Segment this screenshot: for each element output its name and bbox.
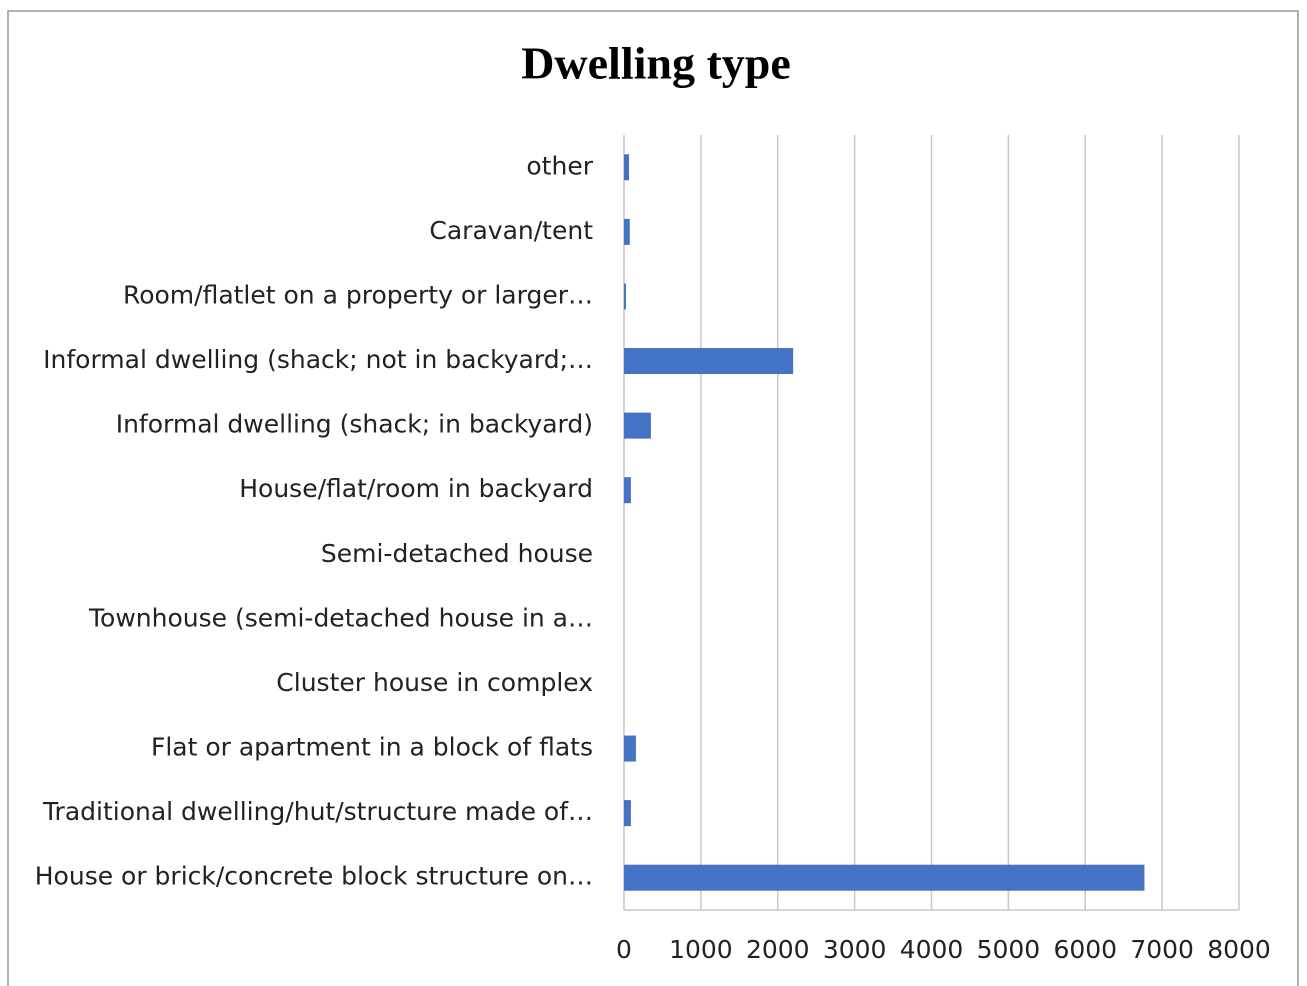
y-tick-label: House/flat/room in backyard bbox=[239, 474, 593, 503]
bar bbox=[624, 218, 630, 245]
x-tick-label: 2000 bbox=[746, 935, 810, 964]
y-tick-label: Flat or apartment in a block of flats bbox=[151, 733, 593, 762]
y-tick-label: Semi-detached house bbox=[321, 539, 593, 568]
y-tick-label: Caravan/tent bbox=[429, 216, 593, 245]
x-tick-label: 4000 bbox=[900, 935, 964, 964]
bar bbox=[624, 348, 794, 375]
x-tick-label: 6000 bbox=[1053, 935, 1117, 964]
y-tick-label: Cluster house in complex bbox=[276, 668, 593, 697]
x-tick-label: 3000 bbox=[823, 935, 887, 964]
x-tick-label: 8000 bbox=[1207, 935, 1271, 964]
bar bbox=[624, 477, 631, 504]
y-tick-label: Townhouse (semi-detached house in a… bbox=[88, 603, 593, 632]
y-tick-label: Informal dwelling (shack; not in backyar… bbox=[43, 345, 593, 374]
y-tick-label: House or brick/concrete block structure … bbox=[35, 862, 593, 891]
y-tick-label: Informal dwelling (shack; in backyard) bbox=[116, 410, 593, 439]
x-tick-label: 0 bbox=[616, 935, 632, 964]
bar bbox=[624, 283, 626, 310]
y-tick-label: other bbox=[526, 151, 593, 180]
x-tick-label: 1000 bbox=[669, 935, 733, 964]
x-tick-label: 7000 bbox=[1130, 935, 1194, 964]
bar bbox=[624, 735, 636, 762]
x-tick-label: 5000 bbox=[977, 935, 1041, 964]
bar bbox=[624, 864, 1145, 891]
y-tick-label: Traditional dwelling/hut/structure made … bbox=[42, 797, 593, 826]
bar bbox=[624, 154, 629, 181]
frame bbox=[7, 10, 1299, 986]
bar bbox=[624, 800, 631, 827]
bar bbox=[624, 412, 651, 439]
chart-title: Dwelling type bbox=[521, 38, 791, 89]
y-tick-label: Room/flatlet on a property or larger… bbox=[123, 280, 593, 309]
